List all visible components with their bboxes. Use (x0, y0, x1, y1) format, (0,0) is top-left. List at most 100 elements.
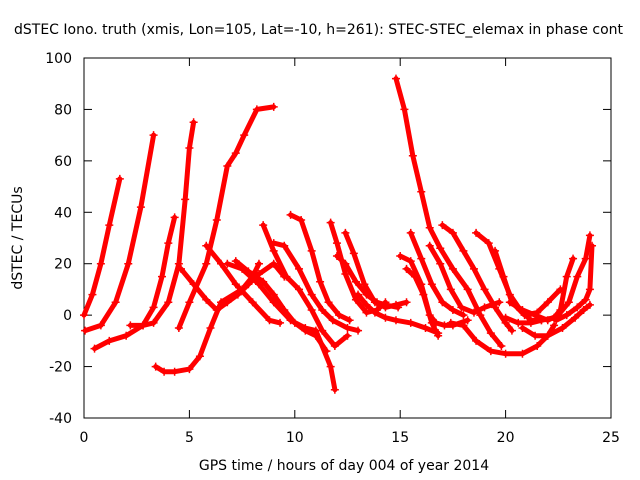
data-point (425, 223, 434, 232)
y-tick-label: 60 (54, 154, 72, 170)
data-point (543, 331, 552, 340)
data-point (573, 303, 582, 312)
data-point (351, 295, 360, 304)
y-tick-label: 80 (54, 102, 72, 118)
series-13 (286, 210, 354, 325)
data-point (81, 326, 90, 335)
data-point (448, 306, 457, 314)
data-point (212, 216, 221, 224)
data-point (531, 331, 540, 340)
data-point (202, 295, 211, 304)
data-point (240, 131, 249, 140)
data-point (311, 331, 320, 340)
data-point (324, 298, 333, 307)
data-point (351, 277, 360, 286)
data-point (276, 318, 285, 327)
data-point (501, 313, 510, 322)
series-30 (552, 241, 597, 325)
data-point (486, 329, 495, 338)
data-point (269, 259, 278, 268)
data-point (345, 316, 354, 325)
data-point (341, 259, 350, 268)
plot-frame (83, 57, 612, 419)
data-point (469, 264, 478, 273)
data-point (573, 272, 582, 281)
data-point (370, 308, 379, 317)
data-point (307, 290, 316, 299)
data-point (206, 324, 215, 332)
data-point (491, 246, 500, 255)
data-point (505, 298, 514, 307)
data-point (341, 228, 350, 237)
data-point (581, 254, 590, 263)
data-point (149, 318, 158, 327)
data-point (326, 218, 335, 227)
data-point (280, 306, 289, 314)
series-track (492, 248, 563, 318)
data-point (164, 298, 173, 307)
data-point (480, 303, 489, 312)
data-point (149, 131, 158, 140)
data-point (457, 303, 466, 312)
data-point (491, 303, 500, 312)
series-26 (491, 246, 565, 320)
data-point (164, 239, 173, 248)
data-point (223, 259, 232, 268)
series-8 (202, 241, 285, 327)
plot-border (83, 57, 612, 419)
data-point (480, 285, 489, 294)
data-point (189, 118, 198, 127)
data-point (259, 221, 268, 230)
data-point (531, 311, 540, 320)
data-point (189, 280, 198, 289)
data-point (499, 272, 508, 281)
x-tick-label: 15 (391, 430, 409, 446)
data-point (370, 298, 379, 307)
data-point (231, 149, 240, 158)
data-point (472, 228, 481, 237)
data-point (181, 195, 190, 204)
series-24 (446, 318, 559, 358)
data-point (476, 311, 485, 320)
series-layer (80, 74, 597, 394)
data-point (425, 241, 434, 250)
series-track (260, 222, 350, 349)
data-point (341, 270, 350, 278)
series-17 (354, 290, 443, 338)
data-point (326, 362, 335, 371)
y-tick-label: 100 (45, 51, 72, 67)
data-point (330, 385, 339, 394)
x-tick-label: 25 (602, 430, 620, 446)
series-track (355, 292, 441, 336)
data-point (402, 298, 411, 307)
data-point (330, 342, 339, 350)
data-point (362, 300, 371, 309)
data-point (248, 298, 257, 307)
data-point (354, 290, 363, 299)
series-1 (80, 174, 124, 320)
data-point (406, 318, 415, 327)
data-point (514, 318, 523, 327)
series-track (448, 320, 557, 357)
data-point (174, 259, 183, 268)
data-point (543, 298, 552, 307)
data-point (448, 264, 457, 273)
data-point (170, 213, 179, 222)
series-16 (341, 228, 411, 312)
data-point (436, 244, 445, 253)
series-22 (425, 241, 504, 317)
data-point (421, 324, 430, 332)
y-tick-label: -40 (49, 411, 72, 427)
data-point (417, 187, 426, 196)
data-point (297, 216, 306, 224)
data-point (295, 285, 304, 294)
data-point (332, 252, 341, 260)
data-point (381, 313, 390, 322)
series-track (127, 119, 197, 328)
data-point (282, 272, 291, 281)
data-point (406, 228, 415, 237)
data-point (472, 336, 481, 345)
data-point (231, 257, 240, 266)
data-point (202, 241, 211, 250)
data-point (349, 249, 358, 258)
